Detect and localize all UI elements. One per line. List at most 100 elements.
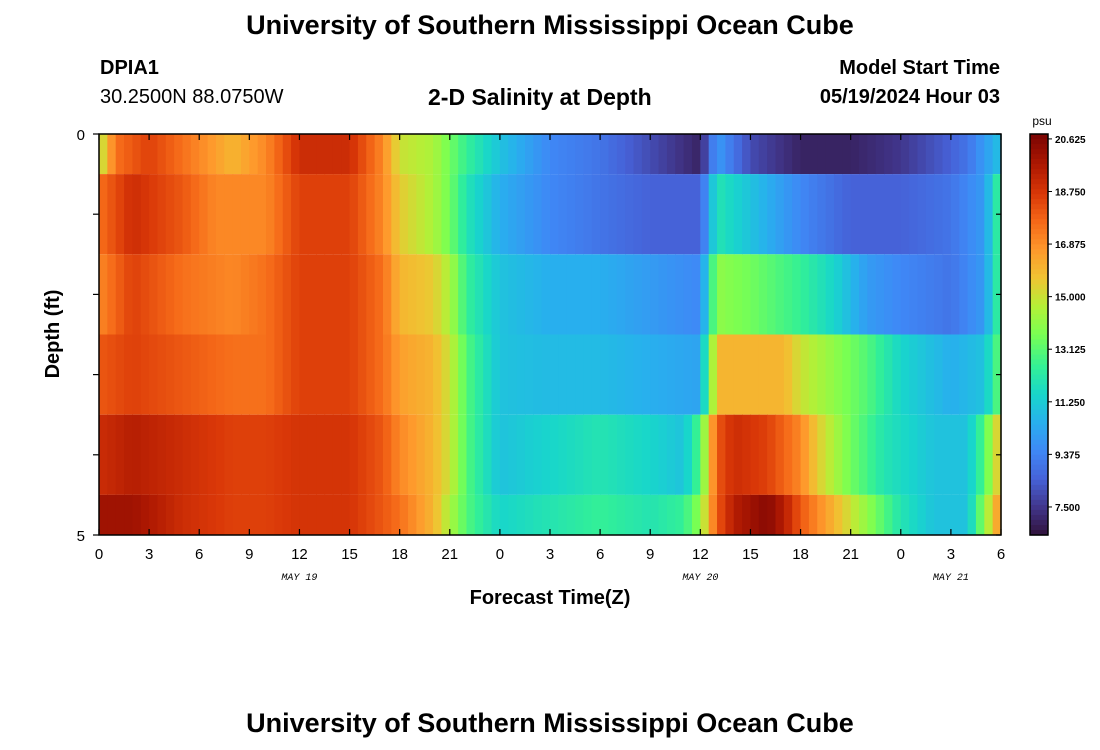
colorbar-segment <box>1030 459 1048 466</box>
heatmap-cell <box>767 174 777 255</box>
heatmap-cell <box>316 254 326 335</box>
heatmap-cell <box>633 254 643 335</box>
colorbar-tick-label: 9.375 <box>1055 450 1080 461</box>
heatmap-cell <box>357 254 367 335</box>
heatmap-cell <box>750 414 760 495</box>
heatmap-cell <box>207 174 217 255</box>
heatmap-cell <box>917 494 927 535</box>
heatmap-cell <box>299 334 309 415</box>
heatmap-cell <box>149 494 159 535</box>
heatmap-cell <box>959 414 969 495</box>
heatmap-cell <box>708 134 718 175</box>
heatmap-cell <box>474 334 484 415</box>
heatmap-cell <box>850 494 860 535</box>
heatmap-cell <box>666 134 676 175</box>
heatmap-cell <box>708 414 718 495</box>
heatmap-cell <box>341 254 351 335</box>
heatmap-cell <box>575 174 585 255</box>
heatmap-cell <box>341 494 351 535</box>
heatmap-cell <box>399 134 409 175</box>
colorbar-segment <box>1030 299 1048 306</box>
heatmap-cell <box>174 134 184 175</box>
heatmap-cell <box>867 334 877 415</box>
heatmap-cell <box>950 174 960 255</box>
heatmap-cell <box>775 494 785 535</box>
colorbar-segment <box>1030 154 1048 160</box>
heatmap-cell <box>566 494 576 535</box>
heatmap-cell <box>633 134 643 175</box>
heatmap-cell <box>307 254 317 335</box>
heatmap-cell <box>909 174 919 255</box>
heatmap-cell <box>483 174 493 255</box>
heatmap-cell <box>449 174 459 255</box>
heatmap-cell <box>984 134 994 175</box>
date-label: MAY 20 <box>682 573 718 584</box>
heatmap-cell <box>366 174 376 255</box>
heatmap-cell <box>366 334 376 415</box>
heatmap-cell <box>934 254 944 335</box>
heatmap-cell <box>541 134 551 175</box>
heatmap-cell <box>900 494 910 535</box>
heatmap-cell <box>575 254 585 335</box>
heatmap-cell <box>566 174 576 255</box>
heatmap-cell <box>742 494 752 535</box>
heatmap-cell <box>324 334 334 415</box>
heatmap-cell <box>408 134 417 175</box>
heatmap-cell <box>341 334 351 415</box>
heatmap-cell <box>825 414 835 495</box>
heatmap-cell <box>124 414 134 495</box>
heatmap-cell <box>917 254 927 335</box>
heatmap-cell <box>274 254 284 335</box>
heatmap-cell <box>391 174 401 255</box>
heatmap-cell <box>366 494 376 535</box>
x-tick-label: 0 <box>95 546 103 563</box>
heatmap-cell <box>307 174 317 255</box>
colorbar-tick-label: 7.500 <box>1055 503 1080 514</box>
heatmap-cell <box>374 494 384 535</box>
heatmap-cell <box>332 334 342 415</box>
heatmap-cell <box>190 254 200 335</box>
colorbar-segment <box>1030 189 1048 195</box>
heatmap-cell <box>408 254 417 335</box>
heatmap-cell <box>625 254 635 335</box>
heatmap-cell <box>842 254 852 335</box>
heatmap-cell <box>249 134 259 175</box>
heatmap-cell <box>934 414 944 495</box>
colorbar-segment <box>1030 354 1048 361</box>
heatmap-cell <box>257 254 267 335</box>
colorbar-segment <box>1030 249 1048 255</box>
heatmap-cell <box>299 414 309 495</box>
heatmap-cell <box>758 134 768 175</box>
heatmap-cell <box>199 174 209 255</box>
heatmap-cell <box>767 494 777 535</box>
heatmap-cell <box>825 174 835 255</box>
heatmap-cell <box>266 134 275 175</box>
heatmap-cell <box>550 174 559 255</box>
heatmap-cell <box>625 134 635 175</box>
colorbar-segment <box>1030 309 1048 316</box>
heatmap-cell <box>408 334 417 415</box>
colorbar-segment <box>1030 514 1048 521</box>
heatmap-cell <box>550 414 559 495</box>
heatmap-cell <box>975 334 985 415</box>
heatmap-cell <box>992 494 1002 535</box>
heatmap-cell <box>332 494 342 535</box>
heatmap-cell <box>775 414 785 495</box>
heatmap-cell <box>900 254 910 335</box>
heatmap-cell <box>808 414 818 495</box>
heatmap-cell <box>416 494 426 535</box>
salinity-heatmap-chart: 0 3 6 9 12 15 18 21 0 3 6 9 12 15 18 21 0 3 6 MAY 19 MAY 20 M… <box>42 114 1086 609</box>
heatmap-cell <box>249 174 259 255</box>
heatmap-cell <box>165 494 175 535</box>
heatmap-cell <box>240 174 250 255</box>
heatmap-cell <box>99 134 108 175</box>
colorbar-segment <box>1030 409 1048 416</box>
heatmap-cell <box>859 254 868 335</box>
colorbar-segment <box>1030 334 1048 341</box>
heatmap-cell <box>575 494 585 535</box>
heatmap-cell <box>950 134 960 175</box>
heatmap-cell <box>115 414 125 495</box>
colorbar-segment <box>1030 329 1048 336</box>
heatmap-cell <box>900 174 910 255</box>
heatmap-cell <box>240 134 250 175</box>
